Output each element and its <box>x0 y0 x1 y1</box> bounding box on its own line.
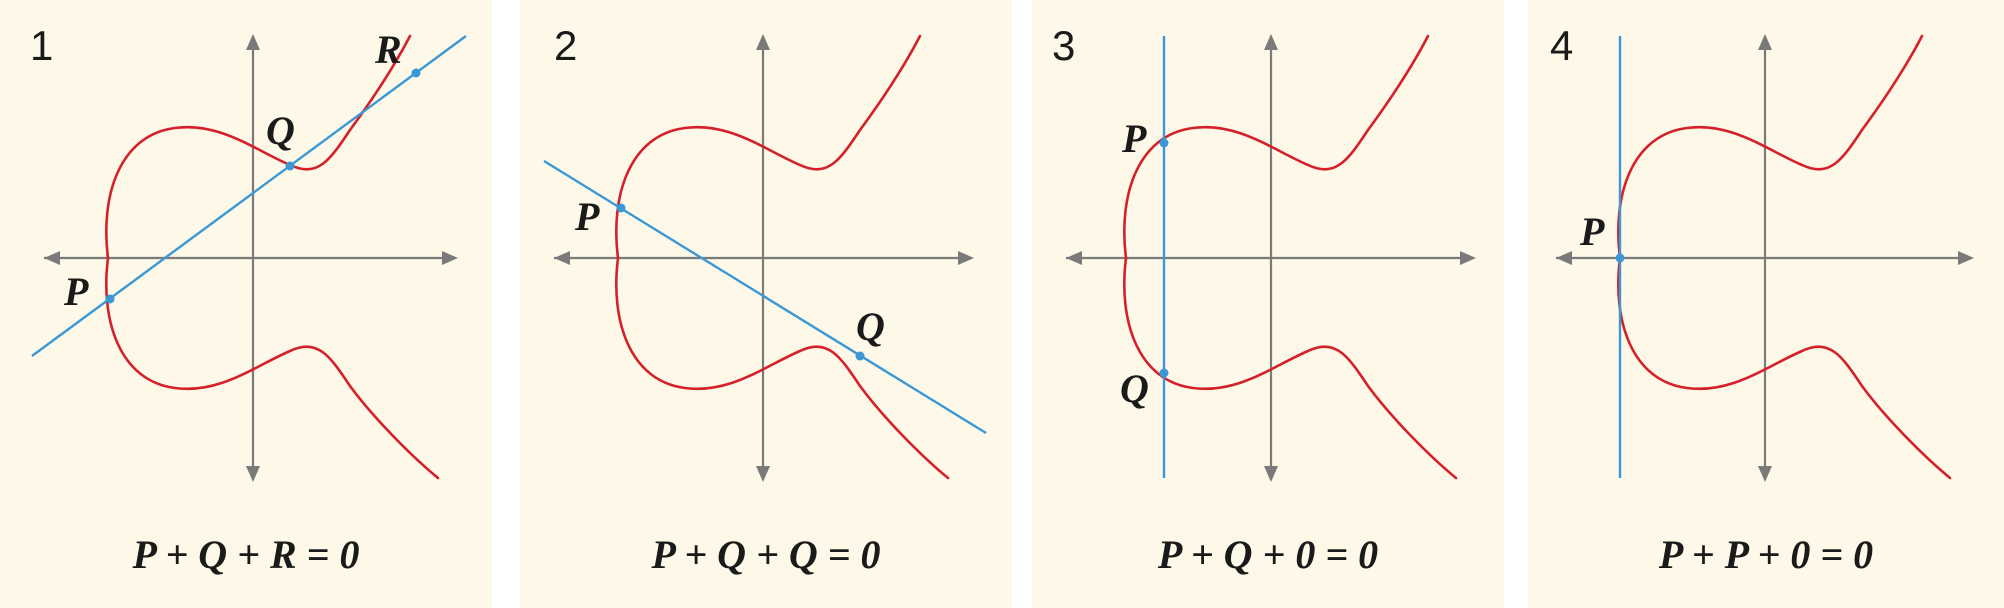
point-R-dot <box>411 68 421 78</box>
y-axis-top-arrow <box>756 34 770 50</box>
elliptic-curve <box>615 34 922 260</box>
x-axis-left-arrow <box>44 251 60 265</box>
elliptic-curve <box>105 256 440 480</box>
x-axis-left-arrow <box>1066 251 1082 265</box>
panel-4: 4 P P + P + 0 = 0 <box>1528 0 2004 608</box>
secant-line <box>31 35 467 357</box>
point-Q-dot <box>285 161 295 171</box>
panel-background <box>1032 0 1504 608</box>
x-axis-right-arrow <box>442 251 458 265</box>
y-axis-bottom-arrow <box>246 466 260 482</box>
panel-3: 3 P Q P + Q + 0 = 0 <box>1032 0 1504 608</box>
point-Q-label: Q <box>1120 366 1149 411</box>
panel-2: 2 P Q P + Q + Q = 0 <box>520 0 1012 608</box>
elliptic-curve <box>1617 34 1924 260</box>
point-P-label: P <box>1121 116 1147 161</box>
elliptic-curve <box>1123 34 1430 260</box>
y-axis-top-arrow <box>246 34 260 50</box>
panel-number: 4 <box>1550 22 1573 69</box>
point-Q-dot <box>855 351 865 361</box>
panel-number: 2 <box>554 22 577 69</box>
panel-1: 1 P Q R P + Q + R = 0 <box>0 0 492 608</box>
y-axis-top-arrow <box>1264 34 1278 50</box>
point-P-dot <box>1159 138 1169 148</box>
y-axis-bottom-arrow <box>1758 466 1772 482</box>
point-P-label: P <box>63 269 89 314</box>
point-P-label: P <box>574 194 600 239</box>
panel-background <box>0 0 492 608</box>
point-P-dot <box>105 294 115 304</box>
point-P-dot <box>616 203 626 213</box>
x-axis-right-arrow <box>958 251 974 265</box>
x-axis-left-arrow <box>1556 251 1572 265</box>
point-P-label: P <box>1579 209 1605 254</box>
equation: P + Q + 0 = 0 <box>1157 532 1378 577</box>
panel-number: 3 <box>1052 22 1075 69</box>
y-axis-bottom-arrow <box>1264 466 1278 482</box>
y-axis-top-arrow <box>1758 34 1772 50</box>
equation: P + Q + Q = 0 <box>650 532 880 577</box>
x-axis-left-arrow <box>554 251 570 265</box>
point-Q-label: Q <box>856 304 885 349</box>
point-P-dot <box>1615 253 1625 263</box>
elliptic-curve <box>1123 256 1458 480</box>
panel-background <box>520 0 1012 608</box>
x-axis-right-arrow <box>1460 251 1476 265</box>
point-Q-dot <box>1159 368 1169 378</box>
elliptic-curve <box>105 34 412 260</box>
x-axis-right-arrow <box>1958 251 1974 265</box>
point-Q-label: Q <box>266 108 295 153</box>
elliptic-curve <box>1617 256 1952 480</box>
panel-number: 1 <box>30 22 53 69</box>
elliptic-curve <box>615 256 950 480</box>
point-R-label: R <box>374 27 402 72</box>
equation: P + Q + R = 0 <box>132 532 360 577</box>
equation: P + P + 0 = 0 <box>1658 532 1873 577</box>
y-axis-bottom-arrow <box>756 466 770 482</box>
